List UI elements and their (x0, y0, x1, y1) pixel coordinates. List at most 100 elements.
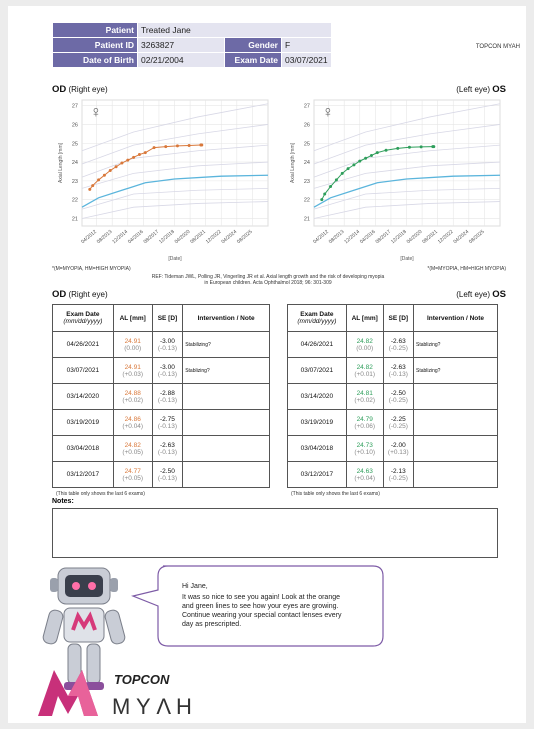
date-cell: 03/12/2017 (52, 461, 114, 488)
table-row: 04/26/2021 24.82 (0.00) -2.63 (-0.25) Stabliz… (287, 331, 498, 358)
header-text: Exam Date (66, 311, 100, 318)
data-line (81, 124, 269, 165)
header-cell: Exam Date (mm/dd/yyyy) (52, 304, 114, 332)
al-change: (+0.03) (122, 370, 144, 378)
se-value: -2.50 (390, 389, 406, 397)
se-change: (-0.13) (157, 344, 178, 352)
note-cell (182, 383, 270, 410)
y-axis-label: Axial Length [mm] (58, 142, 64, 183)
al-value: 24.81 (356, 389, 373, 397)
se-change: (-0.13) (157, 448, 178, 456)
header-cell: AL [mm] (345, 304, 384, 332)
y-tick-label: 22 (304, 198, 310, 204)
data-point (132, 155, 136, 159)
data-point (91, 184, 95, 188)
x-tick-label: 04/2020 (174, 229, 192, 245)
se-cell: -2.63 (-0.25) (382, 331, 415, 358)
data-point (97, 178, 101, 182)
x-tick-label: 12/2018 (390, 229, 408, 245)
speech-bubble (131, 565, 384, 647)
al-value: 24.88 (124, 389, 141, 397)
header-cell: SE [D] (151, 304, 184, 332)
x-tick-label: 12/2022 (205, 229, 223, 245)
data-point (432, 145, 436, 149)
al-value: 24.86 (124, 415, 141, 423)
value: 02/21/2004 (137, 52, 225, 68)
se-value: -2.63 (390, 363, 406, 371)
se-cell: -2.00 (+0.13) (382, 435, 415, 462)
reference-line: REF: Tideman JWL, Polling JR, Vingerling… (151, 274, 385, 280)
x-tick-label: 08/2013 (96, 229, 114, 245)
label: Patient ID (52, 37, 138, 53)
al-cell: 24.82 (0.00) (345, 331, 384, 358)
al-change: (+0.05) (122, 448, 144, 456)
data-line (313, 187, 501, 210)
date-cell: 03/07/2021 (52, 357, 114, 384)
data-point (384, 148, 388, 152)
data-point (419, 145, 423, 149)
se-cell: -2.13 (-0.25) (382, 461, 415, 488)
se-cell: -2.75 (-0.13) (151, 409, 184, 436)
table-row: 03/04/2018 24.73 (+0.10) -2.00 (+0.13) (287, 435, 498, 462)
note-text: Stablizing? (416, 341, 441, 348)
note-cell (413, 435, 498, 462)
value: 3263827 (137, 37, 225, 53)
date-cell: 04/26/2021 (287, 331, 347, 358)
se-value: -3.00 (160, 363, 175, 371)
note-cell: Stablizing? (413, 357, 498, 384)
brand: TOPCON MYAH (475, 44, 520, 50)
plot-area (81, 99, 269, 227)
data-point (88, 187, 92, 191)
header-cell: SE [D] (382, 304, 415, 332)
y-axis-label: Axial Length [mm] (290, 142, 296, 183)
se-change: (-0.25) (388, 344, 408, 352)
label: Exam Date (224, 52, 282, 68)
se-value: -2.25 (390, 415, 406, 423)
se-change: (-0.13) (388, 370, 408, 378)
data-line (313, 201, 501, 219)
se-change: (-0.13) (157, 396, 178, 404)
logo-brand: TOPCON (114, 672, 170, 687)
y-tick-label: 22 (72, 198, 78, 204)
x-tick-label: 04/2012 (80, 229, 98, 245)
al-cell: 24.86 (+0.04) (112, 409, 153, 436)
note-cell (413, 461, 498, 488)
illustration: Hi Jane, It was so nice to see you again… (42, 565, 384, 690)
se-cell: -2.88 (-0.13) (151, 383, 184, 410)
note-cell (413, 409, 498, 436)
eye: OD (52, 289, 67, 300)
al-cell: 24.79 (+0.06) (345, 409, 384, 436)
data-line (313, 103, 501, 152)
se-cell: -3.00 (-0.13) (151, 357, 184, 384)
note-text: Stabilizing? (185, 341, 211, 348)
se-value: -2.88 (160, 389, 175, 397)
date-cell: 03/14/2020 (287, 383, 347, 410)
se-value: -2.63 (390, 337, 406, 345)
date-cell: 03/07/2021 (287, 357, 347, 384)
x-tick-label: 08/2017 (375, 229, 393, 245)
data-line (313, 161, 501, 189)
gender-symbol: ♀ (322, 104, 334, 121)
data-point (329, 185, 333, 189)
gender-symbol: ♀ (90, 104, 102, 121)
value: 03/07/2021 (281, 52, 332, 68)
se-cell: -2.63 (-0.13) (151, 435, 184, 462)
header-text: Exam Date (300, 311, 334, 318)
table-row: 03/12/2017 24.77 (+0.05) -2.50 (-0.13) (52, 461, 270, 488)
data-point (114, 165, 118, 169)
message-line: and green lines to see how your eyes are… (182, 603, 338, 610)
header-row: Exam Date (mm/dd/yyyy) AL [mm] SE [D] Interv… (287, 304, 498, 332)
value: F (281, 37, 332, 53)
date-cell: 03/04/2018 (287, 435, 347, 462)
data-point (200, 143, 204, 147)
x-tick-label: 08/2021 (421, 229, 439, 245)
date-cell: 03/12/2017 (287, 461, 347, 488)
notes-label: Notes: (52, 498, 74, 505)
se-value: -2.75 (160, 415, 175, 423)
al-value: 24.91 (124, 363, 141, 371)
table-row: 03/19/2019 24.79 (+0.06) -2.25 (-0.25) (287, 409, 498, 436)
al-change: (+0.06) (354, 422, 376, 430)
data-point (352, 163, 356, 167)
se-cell: -2.63 (-0.13) (382, 357, 415, 384)
chart: 2122232425262704/201208/201312/201404/20… (290, 99, 501, 262)
